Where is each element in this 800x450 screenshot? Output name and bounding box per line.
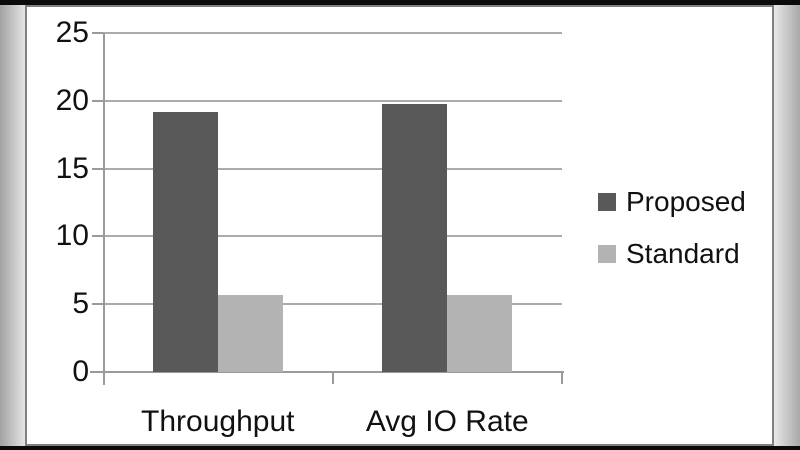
top-letterbox-bar <box>0 0 800 5</box>
y-axis-tick-label: 0 <box>72 355 89 388</box>
chart-area: 0 5 10 15 20 25 Throughput Avg IO Rate Proposed S… <box>25 5 774 446</box>
x-axis-category-tick <box>561 372 563 384</box>
category-label: Avg IO Rate <box>365 405 529 438</box>
y-axis-tick-label: 5 <box>72 287 89 321</box>
legend-item-standard: Standard <box>598 240 740 268</box>
legend-item-proposed: Proposed <box>598 188 746 216</box>
gridline <box>103 167 562 170</box>
y-axis-tick <box>92 303 103 306</box>
y-axis-tick-label: 15 <box>55 151 89 185</box>
y-axis-tick-label: 20 <box>55 83 89 117</box>
gridline <box>103 235 562 238</box>
y-axis-tick-label: 10 <box>55 219 89 253</box>
y-axis-tick <box>92 167 103 170</box>
x-axis-line <box>90 371 564 373</box>
x-axis-category-tick <box>331 372 334 384</box>
bar-proposed-avg-io-rate <box>382 103 448 372</box>
plot-area: 0 5 10 15 20 25 Throughput Avg IO Rate Proposed S… <box>27 7 772 444</box>
y-axis-tick <box>92 32 103 34</box>
bar-standard-throughput <box>217 294 283 372</box>
left-gradient-strip <box>0 5 25 446</box>
legend-swatch-proposed <box>598 193 616 211</box>
right-gradient-strip <box>774 5 800 446</box>
legend-swatch-standard <box>598 245 616 263</box>
legend-label-standard: Standard <box>626 238 740 269</box>
y-axis-tick <box>92 99 103 102</box>
legend-label-proposed: Proposed <box>626 186 746 217</box>
bar-standard-avg-io-rate <box>447 294 513 372</box>
bottom-letterbox-bar <box>0 446 800 450</box>
category-label: Throughput <box>141 405 295 438</box>
y-axis-tick-label: 25 <box>55 16 89 49</box>
bar-proposed-throughput <box>152 111 218 372</box>
gridline <box>103 32 562 34</box>
gridline <box>103 303 562 306</box>
gridline <box>103 99 562 102</box>
y-axis-tick <box>92 235 103 238</box>
y-axis-line <box>103 33 105 385</box>
